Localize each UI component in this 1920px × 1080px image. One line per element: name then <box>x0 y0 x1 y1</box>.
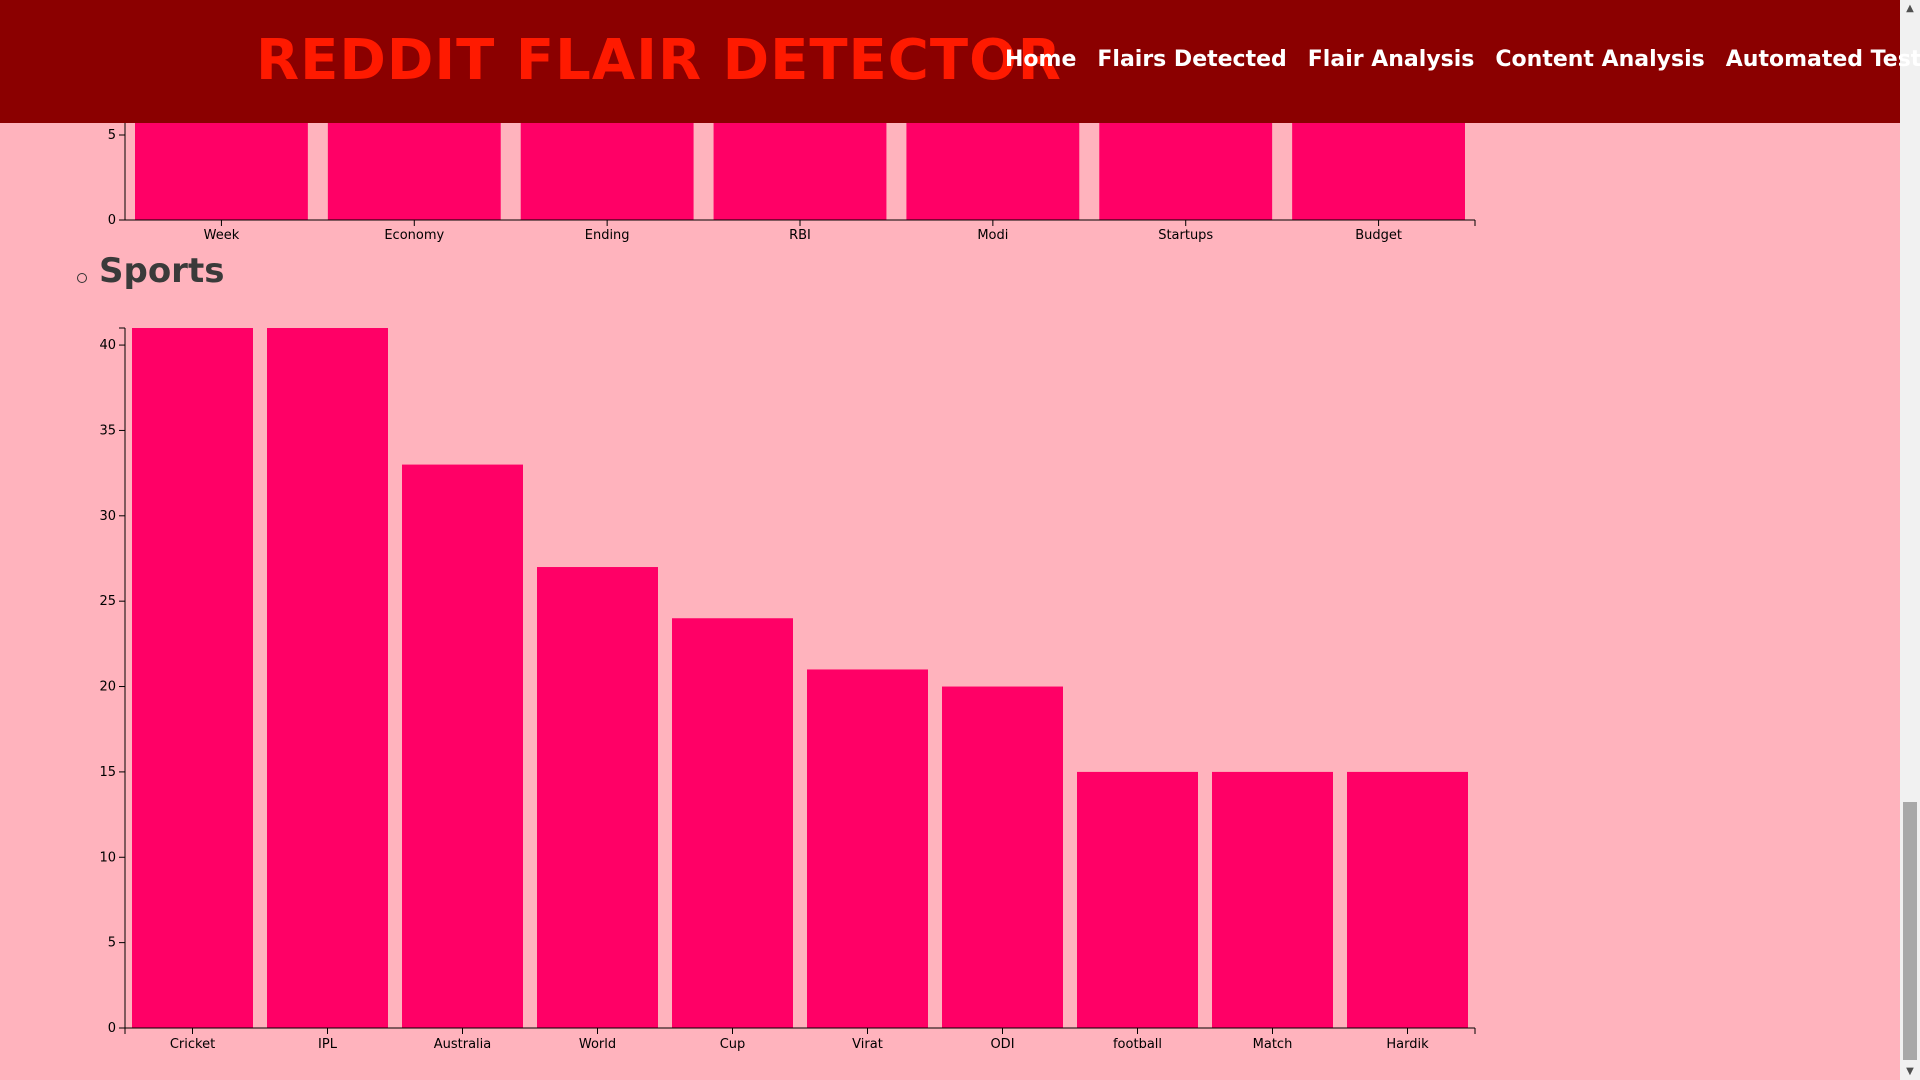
chart-sports-y-tick-label: 40 <box>99 338 116 353</box>
chart-sports-x-tick-label: Match <box>1253 1037 1293 1052</box>
chart-sports-x-tick-label: Australia <box>434 1037 492 1052</box>
nav-link-automated-testing[interactable]: Automated Testing <box>1725 47 1920 72</box>
chart-sports-x-tick-label: World <box>579 1037 616 1052</box>
nav-links: Home Flairs Detected Flair Analysis Cont… <box>1005 47 1920 72</box>
chart-sports-bar <box>402 464 523 1029</box>
chart-sports-bar <box>942 686 1063 1028</box>
chart-sports-y-tick-label: 30 <box>99 509 116 524</box>
chart-sports-y-tick-label: 35 <box>99 423 116 438</box>
chart-sports-y-tick-label: 5 <box>108 936 116 951</box>
chart-economy-y-tick-label: 0 <box>108 213 116 228</box>
chart-economy-x-tick-label: RBI <box>789 228 811 243</box>
chart-sports-x-tick-label: Cup <box>720 1037 746 1052</box>
chart-sports-bar <box>267 328 388 1028</box>
scrollbar[interactable]: ▲ ▼ <box>1900 0 1920 1080</box>
chart-sports-y-tick-label: 25 <box>99 594 116 609</box>
chart-economy-x-tick-label: Week <box>204 228 240 243</box>
chart-sports-x-tick-label: football <box>1113 1037 1162 1052</box>
chart-sports-bar <box>1212 771 1333 1028</box>
chart-sports-x-tick-label: IPL <box>318 1037 338 1052</box>
chart-economy-x-tick-label: Modi <box>977 228 1008 243</box>
chart-sports-y-tick-label: 20 <box>99 680 116 695</box>
chart-sports-x-tick-label: Virat <box>852 1037 883 1052</box>
chart-sports-bar <box>807 669 928 1028</box>
chart-sports-y-tick-label: 10 <box>99 850 116 865</box>
navbar: REDDIT FLAIR DETECTOR Home Flairs Detect… <box>0 0 1920 123</box>
brand-title[interactable]: REDDIT FLAIR DETECTOR <box>256 28 1062 93</box>
nav-link-home[interactable]: Home <box>1005 47 1077 72</box>
chart-sports-x-tick-label: ODI <box>990 1037 1014 1052</box>
nav-link-content-analysis[interactable]: Content Analysis <box>1495 47 1705 72</box>
chart-sports-bar <box>672 618 793 1028</box>
chart-economy-x-tick-label: Budget <box>1355 228 1402 243</box>
chart-sports-x-tick-label: Cricket <box>170 1037 215 1052</box>
chart-economy-y-tick-label: 5 <box>108 128 116 143</box>
scroll-up-arrow-icon[interactable]: ▲ <box>1906 3 1914 14</box>
chart-sports-x-tick-label: Hardik <box>1386 1037 1429 1052</box>
nav-link-flairs-detected[interactable]: Flairs Detected <box>1097 47 1287 72</box>
nav-link-flair-analysis[interactable]: Flair Analysis <box>1307 47 1475 72</box>
chart-sports-bar <box>537 567 658 1028</box>
section-title-sports: Sports <box>99 251 225 291</box>
chart-sports-y-tick-label: 0 <box>108 1021 116 1036</box>
chart-sports-bar <box>1077 771 1198 1028</box>
chart-sports-bar <box>132 328 253 1028</box>
chart-sports-bar <box>1347 771 1468 1028</box>
scroll-thumb[interactable] <box>1903 802 1917 1060</box>
chart-economy-x-tick-label: Ending <box>585 228 630 243</box>
chart-economy-x-tick-label: Startups <box>1158 228 1213 243</box>
scroll-down-arrow-icon[interactable]: ▼ <box>1906 1066 1914 1077</box>
chart-economy-x-tick-label: Economy <box>384 228 444 243</box>
chart-sports-y-tick-label: 15 <box>99 765 116 780</box>
section-bullet <box>77 273 87 283</box>
chart-sports: Cricket IPL Australia World Cup Virat ODI footb… <box>99 327 1476 1052</box>
